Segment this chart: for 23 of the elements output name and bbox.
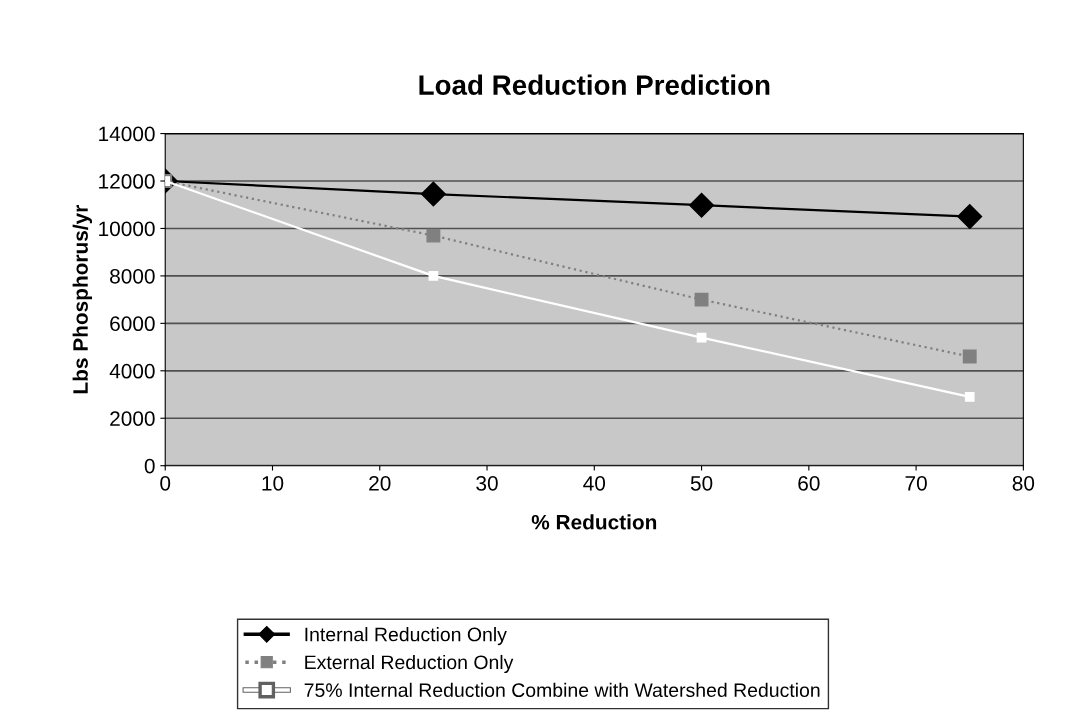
y-tick-label: 10000 <box>99 221 155 237</box>
x-tick-label: 40 <box>583 475 606 491</box>
y-tick-label: 8000 <box>110 268 155 284</box>
x-tick-label: 30 <box>476 475 498 491</box>
legend-label: External Reduction Only <box>305 654 514 674</box>
x-tick-label: 20 <box>369 475 391 491</box>
y-tick-label: 14000 <box>99 126 155 142</box>
x-axis-title: % Reduction <box>531 514 657 530</box>
chart-title: Load Reduction Prediction <box>419 74 770 95</box>
legend-label: Internal Reduction Only <box>305 627 507 646</box>
x-tick-label: 10 <box>262 475 284 491</box>
y-tick-label: 6000 <box>110 316 155 332</box>
y-axis-title: Lbs Phosphorus/yr <box>72 205 93 394</box>
y-tick-label: 4000 <box>109 363 155 379</box>
legend-label: 75% Internal Reduction Combine with Watershed Reduction <box>304 682 820 698</box>
x-tick-label: 70 <box>905 475 927 491</box>
y-tick-label: 12000 <box>99 174 155 189</box>
x-tick-label: 0 <box>160 475 171 491</box>
y-tick-label: 0 <box>144 458 155 474</box>
y-tick-label: 2000 <box>110 411 155 426</box>
x-tick-label: 60 <box>798 475 820 491</box>
x-tick-label: 80 <box>1012 475 1035 491</box>
x-tick-label: 50 <box>690 475 713 491</box>
